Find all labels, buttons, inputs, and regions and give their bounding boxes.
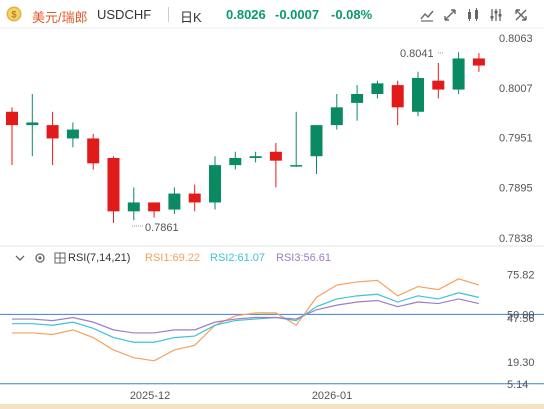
rsi-axis-tick: 19.30	[507, 357, 535, 369]
candle-body[interactable]	[472, 58, 485, 66]
candle-body[interactable]	[107, 158, 120, 212]
time-axis-label: 2025-12	[130, 390, 170, 402]
rsi3-line	[12, 298, 480, 334]
header-divider	[168, 7, 169, 22]
last-price: 0.8026	[226, 7, 266, 22]
price-axis-tick: 0.7951	[499, 133, 533, 145]
us-flag-icon: $	[6, 6, 22, 22]
candle-body[interactable]	[269, 151, 282, 161]
chart-style-icon[interactable]	[418, 6, 436, 24]
pair-name-cn[interactable]: 美元/瑞郎	[32, 10, 88, 25]
candle-body[interactable]	[46, 125, 59, 139]
candle-body[interactable]	[26, 122, 39, 126]
price-axis-tick: 0.7895	[499, 182, 533, 194]
candle-body[interactable]	[87, 138, 100, 164]
candle-body[interactable]	[188, 193, 201, 203]
instrument-header: $ 美元/瑞郎 USDCHF 日K 0.8026 -0.0007 -0.08%	[0, 0, 544, 28]
indicator-settings-icon[interactable]	[34, 252, 46, 264]
candle-body[interactable]	[148, 202, 161, 212]
high-annotation: 0.8041	[400, 48, 434, 60]
rsi3-value: RSI3:56.61	[276, 252, 332, 264]
rsi-title: RSI(7,14,21)	[68, 252, 131, 264]
candle-body[interactable]	[66, 129, 79, 139]
indicator-icon[interactable]	[464, 6, 482, 24]
candle-body[interactable]	[310, 125, 323, 157]
rsi1-line	[12, 278, 480, 362]
candle-body[interactable]	[351, 94, 364, 103]
candle-body[interactable]	[229, 158, 242, 166]
rsi-axis-tick: 75.82	[507, 269, 535, 281]
pair-symbol: USDCHF	[97, 7, 152, 22]
rsi-axis-tick: 5.14	[507, 379, 528, 391]
price-axis-tick: 0.7838	[499, 233, 533, 245]
price-change: -0.0007	[275, 7, 320, 22]
rsi2-line	[12, 292, 480, 343]
candle-body[interactable]	[168, 193, 181, 210]
indicator-grid-icon[interactable]	[54, 252, 66, 264]
candle-body[interactable]	[209, 165, 221, 203]
low-annotation: 0.7861	[145, 222, 179, 234]
price-change-percent: -0.08%	[331, 7, 373, 22]
settings-icon[interactable]	[487, 6, 505, 24]
candle-body[interactable]	[432, 80, 445, 90]
fullscreen-icon[interactable]	[512, 6, 530, 24]
rsi2-value: RSI2:61.07	[210, 252, 266, 264]
rsi-axis-tick: 47.56	[507, 313, 535, 325]
rsi-axis-tick: 50.00	[507, 309, 535, 321]
time-axis-label: 2026-01	[312, 390, 352, 402]
candle-body[interactable]	[330, 107, 343, 126]
rsi1-value: RSI1:69.22	[145, 252, 201, 264]
candle-body[interactable]	[6, 111, 18, 126]
candle-body[interactable]	[412, 78, 424, 112]
candle-body[interactable]	[127, 202, 140, 212]
svg-text:$: $	[11, 10, 16, 20]
timeframe-selector[interactable]: 日K	[180, 10, 202, 25]
fit-icon[interactable]	[441, 6, 459, 24]
candle-body[interactable]	[391, 85, 404, 108]
collapse-icon[interactable]	[14, 252, 26, 264]
candle-body[interactable]	[371, 83, 384, 94]
price-axis-tick: 0.8063	[499, 33, 533, 45]
price-axis-tick: 0.8007	[499, 83, 533, 95]
candle-body[interactable]	[452, 58, 465, 90]
candle-body[interactable]	[290, 165, 303, 167]
candle-body[interactable]	[249, 156, 262, 158]
bottom-strip	[0, 404, 544, 409]
